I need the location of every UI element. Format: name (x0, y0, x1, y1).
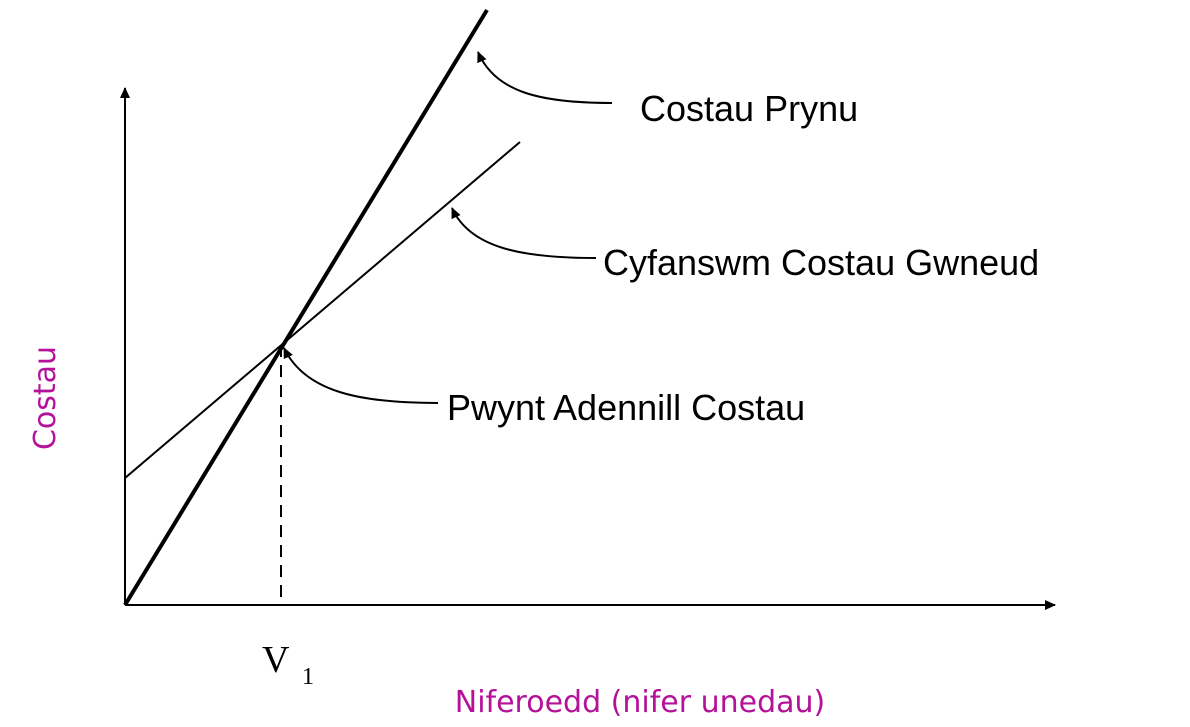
marker-subscript: 1 (302, 664, 314, 690)
label: Pwynt Adennill Costau (447, 387, 805, 428)
total-cost-line (124, 141, 521, 479)
pointer-arrow (477, 51, 613, 104)
pointer-arrow (451, 207, 597, 259)
label: Cyfanswm Costau Gwneud (603, 242, 1039, 283)
marker-letter: V (262, 639, 290, 681)
y-axis-label: Costau (28, 346, 63, 450)
label: Costau Prynu (640, 88, 858, 129)
pointer-arrow (283, 347, 439, 404)
x-axis-label: Niferoedd (nifer unedau) (455, 685, 825, 720)
purchase-cost-line (123, 8, 489, 607)
